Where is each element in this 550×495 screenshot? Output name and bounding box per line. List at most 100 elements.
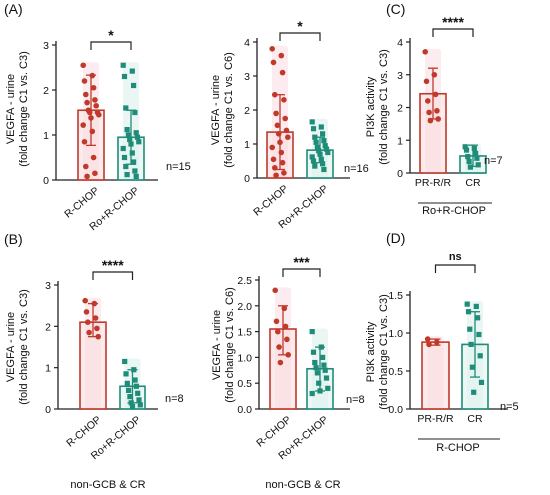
data-point bbox=[464, 301, 470, 307]
data-point bbox=[92, 170, 98, 177]
data-point bbox=[92, 315, 99, 321]
y-tick-label: 0 bbox=[43, 175, 49, 187]
panel-label: (C) bbox=[386, 1, 405, 17]
data-point bbox=[269, 46, 276, 52]
data-point bbox=[121, 154, 128, 161]
data-point bbox=[137, 402, 143, 408]
data-point bbox=[323, 146, 330, 152]
data-point bbox=[432, 91, 439, 98]
significance-label: **** bbox=[442, 14, 464, 30]
data-point bbox=[475, 162, 481, 168]
data-point bbox=[272, 91, 278, 98]
data-point bbox=[467, 326, 473, 332]
data-point bbox=[473, 303, 479, 309]
data-point bbox=[285, 134, 291, 140]
data-point bbox=[284, 336, 290, 343]
chart-b1: (B) 0 1 2 3 VEGFA - urine (fold change C1 vs. … bbox=[4, 231, 184, 491]
data-point bbox=[476, 331, 482, 338]
data-point bbox=[321, 362, 327, 368]
data-point bbox=[270, 156, 277, 163]
data-point bbox=[131, 82, 137, 89]
data-point bbox=[309, 119, 315, 125]
y-tick-label: 3 bbox=[244, 71, 250, 83]
data-point bbox=[281, 170, 287, 176]
data-point bbox=[89, 128, 96, 135]
y-axis-label-line: (fold change C1 vs. C3) bbox=[378, 294, 390, 410]
data-point bbox=[81, 138, 88, 145]
n-label: n=16 bbox=[344, 163, 369, 175]
data-point bbox=[310, 158, 317, 164]
data-point bbox=[422, 49, 429, 55]
y-tick-label: 3 bbox=[45, 280, 51, 292]
y-tick-label: 0.5 bbox=[237, 378, 252, 390]
data-point bbox=[471, 145, 477, 152]
x-tick-label: PR-R/R bbox=[417, 413, 454, 425]
data-point bbox=[325, 385, 331, 391]
data-point bbox=[80, 122, 86, 128]
data-point bbox=[123, 163, 129, 170]
data-point bbox=[282, 115, 289, 122]
y-tick-label: 3 bbox=[397, 70, 403, 82]
data-point bbox=[426, 109, 432, 116]
group-label: R-CHOP bbox=[436, 442, 479, 454]
data-point bbox=[279, 159, 286, 166]
data-point bbox=[425, 98, 431, 104]
y-tick-label: 1 bbox=[397, 135, 403, 147]
data-point bbox=[124, 380, 130, 386]
data-point bbox=[124, 172, 130, 178]
data-point bbox=[435, 116, 442, 122]
data-point bbox=[94, 325, 100, 332]
data-point bbox=[285, 352, 292, 358]
data-point bbox=[312, 359, 318, 366]
significance-bracket bbox=[92, 271, 134, 280]
data-point bbox=[120, 62, 126, 68]
significance-label: * bbox=[297, 18, 303, 34]
significance-label: **** bbox=[102, 257, 124, 273]
data-point bbox=[466, 158, 472, 165]
data-point bbox=[320, 354, 326, 360]
data-point bbox=[81, 78, 88, 84]
data-point bbox=[273, 172, 279, 179]
data-point bbox=[281, 305, 288, 312]
y-tick-label: 2 bbox=[43, 85, 49, 97]
data-point bbox=[322, 367, 328, 373]
data-point bbox=[133, 130, 139, 136]
y-axis-label: PI3K activity (fold change C1 vs. C3) bbox=[365, 294, 390, 410]
data-point bbox=[274, 122, 281, 129]
data-point bbox=[135, 390, 141, 396]
data-point bbox=[474, 155, 480, 161]
x-tick-label-wrap: CR bbox=[467, 413, 483, 425]
y-tick-label: 0 bbox=[45, 404, 51, 416]
data-point bbox=[90, 84, 97, 91]
data-point bbox=[136, 397, 142, 403]
y-tick-label: 1 bbox=[43, 130, 49, 142]
data-point bbox=[93, 102, 99, 109]
data-point bbox=[96, 111, 102, 118]
y-tick-label: 0.0 bbox=[237, 404, 252, 416]
x-tick-label-wrap: PR-R/R bbox=[415, 177, 452, 189]
data-point bbox=[90, 154, 97, 161]
y-axis-label: VEGFA - urine (fold change C1 vs. C3) bbox=[5, 289, 30, 405]
significance-bracket bbox=[432, 28, 474, 37]
data-point bbox=[281, 97, 287, 103]
data-point bbox=[312, 163, 318, 169]
data-point bbox=[434, 107, 440, 114]
x-tick-label: CR bbox=[465, 177, 481, 189]
data-point bbox=[278, 52, 285, 59]
data-point bbox=[276, 344, 282, 350]
group-label: non-GCB & CR bbox=[70, 479, 145, 491]
data-point bbox=[325, 149, 331, 156]
n-label: n=15 bbox=[166, 161, 191, 173]
y-axis-label-line: VEGFA - urine bbox=[210, 75, 222, 145]
data-point bbox=[434, 339, 440, 345]
data-point bbox=[127, 394, 133, 400]
data-point bbox=[273, 318, 280, 325]
significance-label: ns bbox=[449, 251, 462, 263]
data-point bbox=[465, 154, 471, 160]
data-point bbox=[465, 309, 472, 315]
data-point bbox=[129, 68, 135, 74]
data-point bbox=[468, 341, 474, 347]
data-point bbox=[313, 365, 319, 371]
